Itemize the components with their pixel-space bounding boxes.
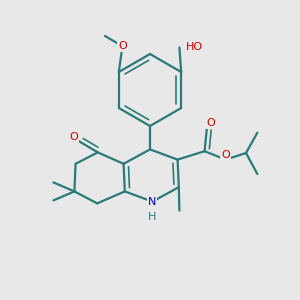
Text: N: N [148, 196, 157, 207]
Text: O: O [69, 132, 78, 142]
Text: O: O [206, 118, 215, 128]
Text: H: H [148, 212, 157, 222]
Text: O: O [221, 150, 230, 161]
Text: O: O [118, 41, 127, 51]
Text: HO: HO [185, 42, 203, 52]
